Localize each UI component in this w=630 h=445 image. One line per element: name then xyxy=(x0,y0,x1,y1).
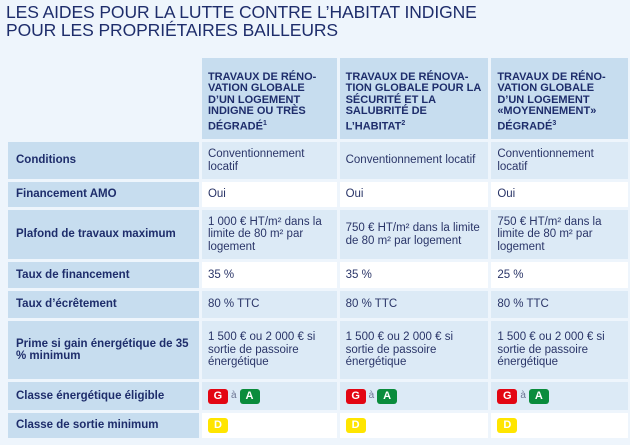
table-row: Plafond de travaux maximum 1 000 € HT/m²… xyxy=(8,210,628,259)
table-row: Taux de financement 35 % 35 % 25 % xyxy=(8,262,628,288)
energy-class-d-badge: D xyxy=(497,418,518,433)
table-row: Taux d’écrêtement 80 % TTC 80 % TTC 80 %… xyxy=(8,291,628,318)
energy-class-a-badge: A xyxy=(239,388,260,404)
cell: D xyxy=(201,413,337,438)
cell: 80 % TTC xyxy=(339,291,489,318)
row-label: Financement AMO xyxy=(8,182,199,207)
energy-class-a-badge: A xyxy=(377,388,398,404)
row-label: Conditions xyxy=(8,142,199,179)
title-line-1: LES AIDES POUR LA LUTTE CONTRE L’HABITAT… xyxy=(6,2,477,22)
cell: 1 500 € ou 2 000 € si sortie de passoire… xyxy=(339,321,489,379)
cell: 80 % TTC xyxy=(201,291,337,318)
cell: 25 % xyxy=(491,262,628,288)
cell: 35 % xyxy=(339,262,489,288)
header-row: TRAVAUX DE RÉNO-VATION GLOBALE D’UN LOGE… xyxy=(8,58,628,139)
column-header: TRAVAUX DE RÉNOVA-TION GLOBALE POUR LA S… xyxy=(339,58,489,139)
energy-class-g-badge: G xyxy=(497,388,518,404)
cell: 1 000 € HT/m² dans la limite de 80 m² pa… xyxy=(201,210,337,259)
header-empty-cell xyxy=(8,58,199,139)
cell: Conventionnement locatif xyxy=(201,142,337,179)
cell: Oui xyxy=(491,182,628,207)
row-label: Classe énergétique éligible xyxy=(8,382,199,410)
energy-class-a-badge: A xyxy=(528,388,549,404)
cell: Oui xyxy=(339,182,489,207)
aids-table: TRAVAUX DE RÉNO-VATION GLOBALE D’UN LOGE… xyxy=(5,55,630,441)
table-row: Financement AMO Oui Oui Oui xyxy=(8,182,628,207)
cell: Conventionnement locatif xyxy=(491,142,628,179)
cell: D xyxy=(339,413,489,438)
cell: Conventionnement locatif xyxy=(339,142,489,179)
cell: 750 € HT/m² dans la limite de 80 m² par … xyxy=(339,210,489,259)
cell: 1 500 € ou 2 000 € si sortie de passoire… xyxy=(201,321,337,379)
cell: 1 500 € ou 2 000 € si sortie de passoire… xyxy=(491,321,628,379)
row-label: Classe de sortie minimum xyxy=(8,413,199,438)
row-label: Plafond de travaux maximum xyxy=(8,210,199,259)
cell: 750 € HT/m² dans la limite de 80 m² par … xyxy=(491,210,628,259)
column-header: TRAVAUX DE RÉNO-VATION GLOBALE D’UN LOGE… xyxy=(201,58,337,139)
row-label: Taux de financement xyxy=(8,262,199,288)
table-row: Conditions Conventionnement locatif Conv… xyxy=(8,142,628,179)
table-row: Prime si gain énergétique de 35 % minimu… xyxy=(8,321,628,379)
page-title: LES AIDES POUR LA LUTTE CONTRE L’HABITAT… xyxy=(6,3,477,39)
cell: 35 % xyxy=(201,262,337,288)
energy-class-d-badge: D xyxy=(345,418,366,433)
to-word: à xyxy=(368,389,375,401)
energy-class-g-badge: G xyxy=(207,388,228,404)
table-row: Classe de sortie minimum D D D xyxy=(8,413,628,438)
cell: 80 % TTC xyxy=(491,291,628,318)
energy-class-d-badge: D xyxy=(207,418,228,433)
to-word: à xyxy=(520,389,526,401)
row-label: Prime si gain énergétique de 35 % minimu… xyxy=(8,321,199,379)
cell: D xyxy=(491,413,628,438)
row-label: Taux d’écrêtement xyxy=(8,291,199,318)
cell: Oui xyxy=(201,182,337,207)
title-line-2: POUR LES PROPRIÉTAIRES BAILLEURS xyxy=(6,20,338,40)
column-header: TRAVAUX DE RÉNO-VATION GLOBALE D’UN LOGE… xyxy=(491,58,628,139)
energy-class-g-badge: G xyxy=(345,388,366,404)
to-word: à xyxy=(230,389,237,401)
